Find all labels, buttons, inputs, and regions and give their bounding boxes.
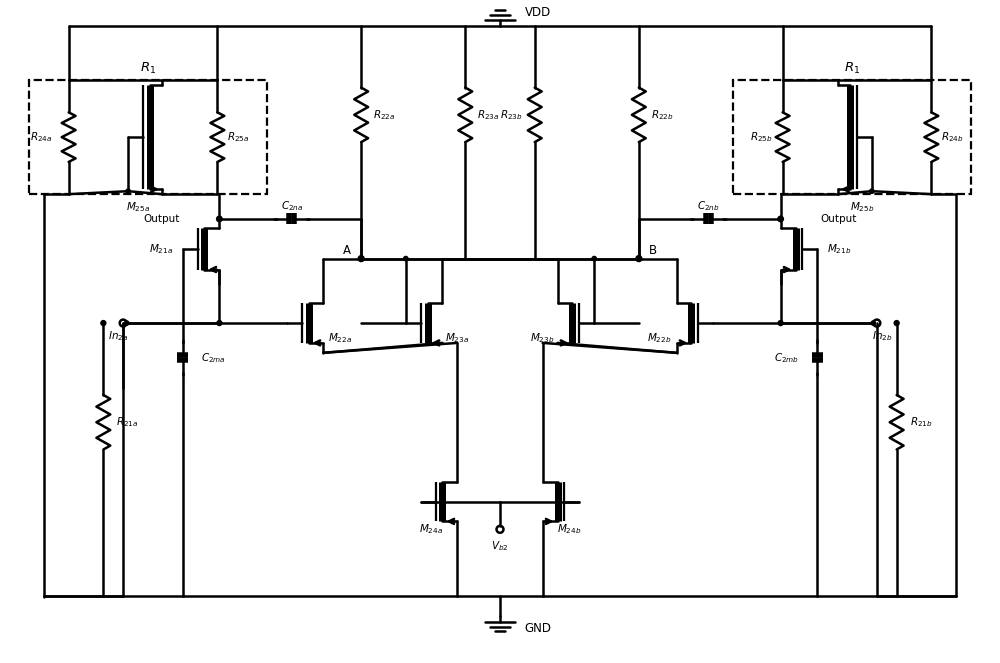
Circle shape	[124, 321, 129, 326]
Circle shape	[592, 257, 596, 261]
Circle shape	[870, 189, 874, 194]
Circle shape	[217, 216, 222, 221]
Text: $M_{24a}$: $M_{24a}$	[419, 522, 443, 536]
Text: $C_{2ma}$: $C_{2ma}$	[201, 351, 225, 365]
Text: Output: Output	[820, 214, 857, 224]
Text: $R_{25b}$: $R_{25b}$	[750, 130, 773, 144]
Text: Output: Output	[143, 214, 180, 224]
Circle shape	[358, 256, 364, 262]
Text: $In_{2a}$: $In_{2a}$	[108, 329, 128, 343]
Text: $M_{23b}$: $M_{23b}$	[530, 331, 555, 345]
Text: $R_{22a}$: $R_{22a}$	[373, 108, 395, 122]
Text: $M_{22b}$: $M_{22b}$	[647, 331, 672, 345]
Circle shape	[778, 321, 783, 326]
Text: $R_{23b}$: $R_{23b}$	[500, 108, 523, 122]
Circle shape	[636, 256, 642, 262]
Text: $M_{25b}$: $M_{25b}$	[850, 200, 874, 214]
Text: B: B	[649, 244, 657, 257]
Text: $R_{24a}$: $R_{24a}$	[30, 130, 52, 144]
Text: $M_{21a}$: $M_{21a}$	[149, 242, 173, 256]
Text: $R_1$: $R_1$	[140, 61, 156, 76]
Text: $R_{21b}$: $R_{21b}$	[910, 415, 932, 429]
Text: $R_{24b}$: $R_{24b}$	[941, 130, 964, 144]
Text: $R_1$: $R_1$	[844, 61, 860, 76]
Text: $M_{23a}$: $M_{23a}$	[445, 331, 470, 345]
Text: VDD: VDD	[525, 6, 551, 19]
Circle shape	[894, 321, 899, 326]
Circle shape	[404, 257, 408, 261]
Text: $M_{24b}$: $M_{24b}$	[557, 522, 582, 536]
Text: $M_{22a}$: $M_{22a}$	[328, 331, 353, 345]
Text: $V_{b2}$: $V_{b2}$	[491, 539, 509, 553]
Text: $R_{25a}$: $R_{25a}$	[227, 130, 250, 144]
Text: $M_{25a}$: $M_{25a}$	[126, 200, 150, 214]
Text: $R_{21a}$: $R_{21a}$	[116, 415, 139, 429]
Bar	[733, 80, 971, 194]
Text: A: A	[343, 244, 351, 257]
Text: $C_{2nb}$: $C_{2nb}$	[697, 199, 720, 213]
Bar	[29, 80, 267, 194]
Circle shape	[126, 189, 130, 194]
Text: $In_{2b}$: $In_{2b}$	[872, 329, 892, 343]
Text: GND: GND	[525, 622, 552, 635]
Circle shape	[871, 321, 876, 326]
Circle shape	[217, 321, 222, 326]
Text: $R_{22b}$: $R_{22b}$	[651, 108, 673, 122]
Text: $C_{2na}$: $C_{2na}$	[281, 199, 303, 213]
Text: $M_{21b}$: $M_{21b}$	[827, 242, 852, 256]
Circle shape	[778, 216, 783, 221]
Text: $C_{2mb}$: $C_{2mb}$	[774, 351, 799, 365]
Text: $R_{23a}$: $R_{23a}$	[477, 108, 500, 122]
Circle shape	[101, 321, 106, 326]
